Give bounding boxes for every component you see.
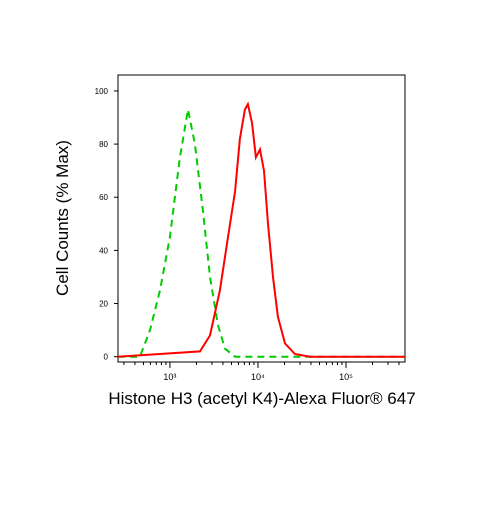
y-tick-label: 20 [99, 300, 108, 309]
histogram-line [118, 109, 405, 358]
y-tick-label: 80 [99, 140, 108, 149]
plot-frame [117, 74, 406, 363]
x-axis-label: Histone H3 (acetyl K4)-Alexa Fluor® 647 [108, 389, 415, 408]
y-axis-label: Cell Counts (% Max) [53, 140, 72, 296]
x-tick-label: 10³ [163, 372, 176, 382]
x-tick-label: 10⁴ [251, 372, 265, 382]
y-tick-label: 100 [95, 87, 109, 96]
y-tick-label: 60 [99, 193, 108, 202]
histogram-line [117, 101, 405, 358]
y-tick-label: 40 [99, 246, 108, 255]
y-tick-label: 0 [104, 353, 109, 362]
x-tick-label: 10⁵ [339, 372, 353, 382]
